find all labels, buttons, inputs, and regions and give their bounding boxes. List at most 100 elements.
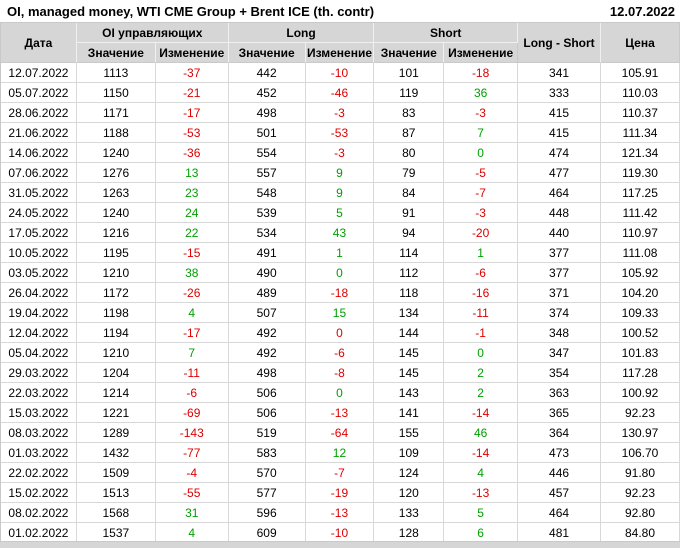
oi-change-cell: 13 bbox=[155, 163, 229, 183]
short-value-cell: 87 bbox=[374, 123, 445, 143]
short-change-cell: 1 bbox=[444, 243, 519, 263]
short-change-cell: -1 bbox=[444, 323, 519, 343]
table-row: 22.03.2022 1214 -6 506 0 143 2 363 100.92 bbox=[1, 383, 680, 403]
short-change-cell: -16 bbox=[444, 283, 519, 303]
oi-change-cell: -17 bbox=[155, 103, 229, 123]
oi-value-cell: 1240 bbox=[76, 203, 156, 223]
oi-change-cell: 38 bbox=[155, 263, 229, 283]
oi-change-cell: -11 bbox=[155, 363, 229, 383]
table-row: 01.02.2022 1537 4 609 -10 128 6 481 84.80 bbox=[1, 523, 680, 543]
price-cell: 111.34 bbox=[601, 123, 680, 143]
long-change-cell: 9 bbox=[305, 183, 375, 203]
oi-value-cell: 1204 bbox=[76, 363, 156, 383]
table-row: 12.07.2022 1113 -37 442 -10 101 -18 341 105.91 bbox=[1, 63, 680, 83]
price-cell: 105.92 bbox=[601, 263, 680, 283]
short-value-cell: 133 bbox=[374, 503, 445, 523]
oi-value-cell: 1210 bbox=[76, 343, 156, 363]
short-change-cell: -7 bbox=[444, 183, 519, 203]
date-cell: 05.04.2022 bbox=[1, 343, 77, 363]
short-change-cell: -3 bbox=[444, 203, 519, 223]
date-cell: 28.06.2022 bbox=[1, 103, 77, 123]
price-cell: 84.80 bbox=[601, 523, 680, 543]
short-change-cell: -13 bbox=[444, 483, 519, 503]
oi-table: Дата OI управляющих Long Short Long - Sh… bbox=[0, 22, 680, 543]
short-change-cell: 46 bbox=[444, 423, 519, 443]
short-change-cell: 0 bbox=[444, 143, 519, 163]
long-value-cell: 548 bbox=[228, 183, 306, 203]
col-subheader-long-value: Значение bbox=[228, 43, 306, 63]
oi-change-cell: -26 bbox=[155, 283, 229, 303]
oi-value-cell: 1432 bbox=[76, 443, 156, 463]
col-header-date: Дата bbox=[1, 23, 77, 63]
oi-change-cell: 7 bbox=[155, 343, 229, 363]
oi-value-cell: 1172 bbox=[76, 283, 156, 303]
short-value-cell: 124 bbox=[374, 463, 445, 483]
long-short-cell: 348 bbox=[518, 323, 602, 343]
short-change-cell: -18 bbox=[444, 63, 519, 83]
short-value-cell: 109 bbox=[374, 443, 445, 463]
oi-value-cell: 1537 bbox=[76, 523, 156, 543]
price-cell: 92.23 bbox=[601, 403, 680, 423]
col-header-price: Цена bbox=[601, 23, 680, 63]
long-change-cell: -10 bbox=[305, 523, 375, 543]
long-value-cell: 452 bbox=[228, 83, 306, 103]
table-row: 15.02.2022 1513 -55 577 -19 120 -13 457 92.23 bbox=[1, 483, 680, 503]
oi-value-cell: 1150 bbox=[76, 83, 156, 103]
short-value-cell: 119 bbox=[374, 83, 445, 103]
oi-change-cell: 31 bbox=[155, 503, 229, 523]
date-cell: 31.05.2022 bbox=[1, 183, 77, 203]
short-value-cell: 128 bbox=[374, 523, 445, 543]
long-short-cell: 371 bbox=[518, 283, 602, 303]
price-cell: 117.28 bbox=[601, 363, 680, 383]
col-subheader-oi-value: Значение bbox=[76, 43, 156, 63]
short-value-cell: 91 bbox=[374, 203, 445, 223]
short-change-cell: 7 bbox=[444, 123, 519, 143]
long-short-cell: 354 bbox=[518, 363, 602, 383]
date-cell: 15.03.2022 bbox=[1, 403, 77, 423]
long-value-cell: 442 bbox=[228, 63, 306, 83]
short-value-cell: 101 bbox=[374, 63, 445, 83]
long-value-cell: 492 bbox=[228, 323, 306, 343]
short-value-cell: 155 bbox=[374, 423, 445, 443]
long-short-cell: 474 bbox=[518, 143, 602, 163]
long-value-cell: 557 bbox=[228, 163, 306, 183]
short-value-cell: 143 bbox=[374, 383, 445, 403]
oi-change-cell: 24 bbox=[155, 203, 229, 223]
date-cell: 08.03.2022 bbox=[1, 423, 77, 443]
price-cell: 130.97 bbox=[601, 423, 680, 443]
short-value-cell: 145 bbox=[374, 343, 445, 363]
date-cell: 01.03.2022 bbox=[1, 443, 77, 463]
long-change-cell: -7 bbox=[305, 463, 375, 483]
oi-change-cell: 22 bbox=[155, 223, 229, 243]
long-short-cell: 374 bbox=[518, 303, 602, 323]
oi-change-cell: 23 bbox=[155, 183, 229, 203]
short-value-cell: 114 bbox=[374, 243, 445, 263]
long-change-cell: 9 bbox=[305, 163, 375, 183]
long-change-cell: -10 bbox=[305, 63, 375, 83]
short-value-cell: 80 bbox=[374, 143, 445, 163]
oi-change-cell: -143 bbox=[155, 423, 229, 443]
oi-change-cell: -21 bbox=[155, 83, 229, 103]
date-cell: 22.02.2022 bbox=[1, 463, 77, 483]
long-short-cell: 464 bbox=[518, 503, 602, 523]
table-row: 07.06.2022 1276 13 557 9 79 -5 477 119.30 bbox=[1, 163, 680, 183]
report-date: 12.07.2022 bbox=[609, 3, 675, 19]
price-cell: 110.03 bbox=[601, 83, 680, 103]
long-value-cell: 501 bbox=[228, 123, 306, 143]
oi-value-cell: 1568 bbox=[76, 503, 156, 523]
price-cell: 110.97 bbox=[601, 223, 680, 243]
long-value-cell: 596 bbox=[228, 503, 306, 523]
long-change-cell: -13 bbox=[305, 503, 375, 523]
page-title: OI, managed money, WTI CME Group + Brent… bbox=[7, 3, 375, 19]
price-cell: 92.23 bbox=[601, 483, 680, 503]
date-cell: 12.07.2022 bbox=[1, 63, 77, 83]
short-value-cell: 118 bbox=[374, 283, 445, 303]
price-cell: 92.80 bbox=[601, 503, 680, 523]
short-change-cell: 2 bbox=[444, 363, 519, 383]
long-short-cell: 464 bbox=[518, 183, 602, 203]
long-value-cell: 507 bbox=[228, 303, 306, 323]
long-short-cell: 477 bbox=[518, 163, 602, 183]
oi-change-cell: -36 bbox=[155, 143, 229, 163]
long-change-cell: -18 bbox=[305, 283, 375, 303]
